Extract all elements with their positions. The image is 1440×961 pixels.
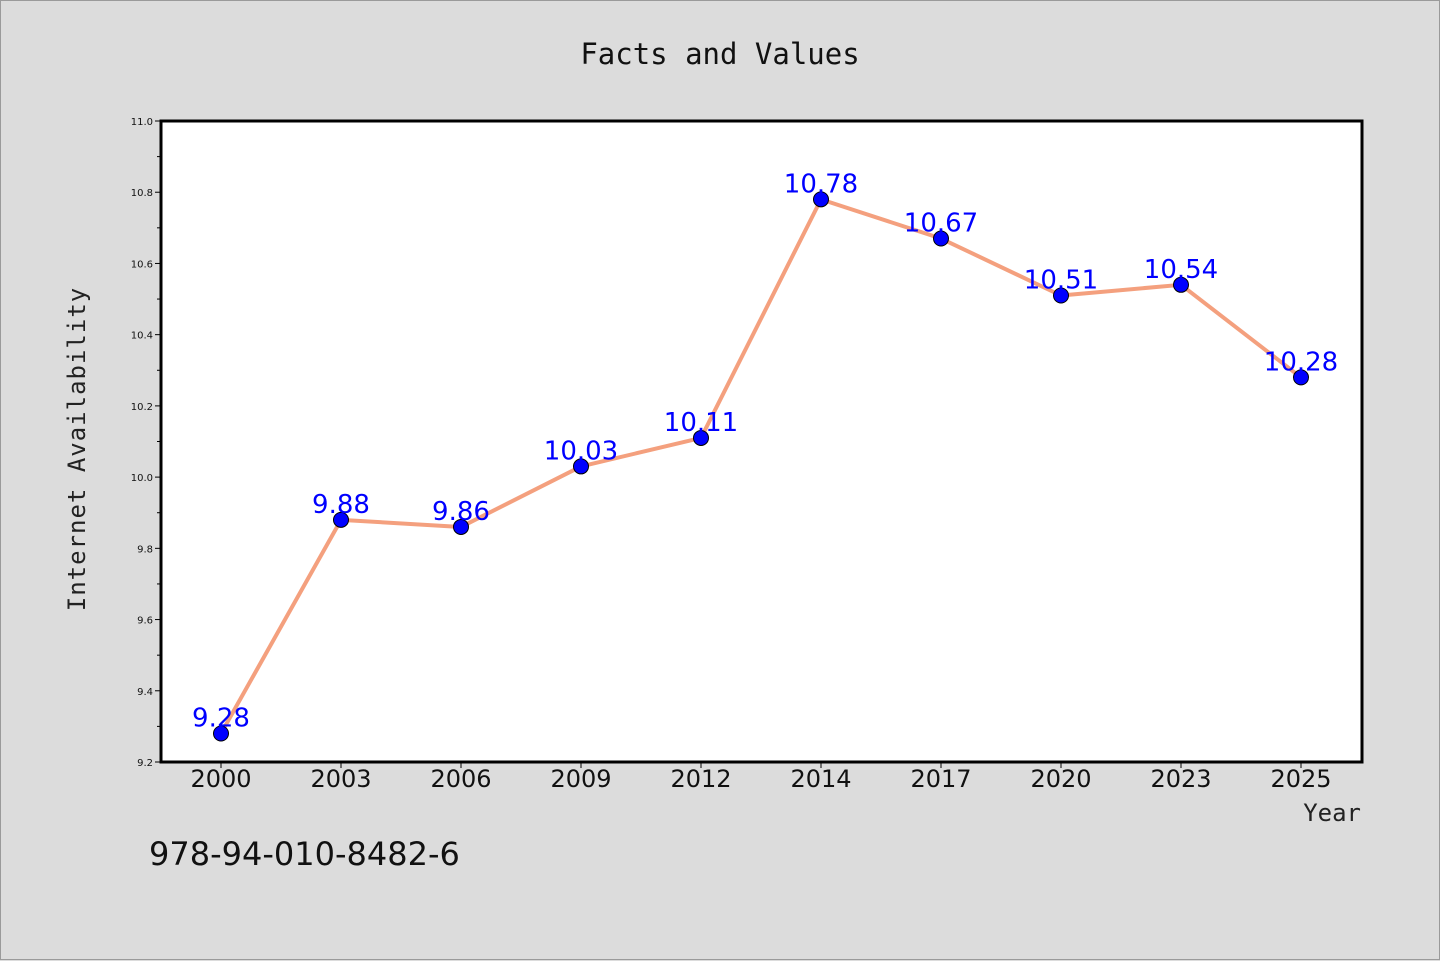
data-label: 10.28 <box>1264 347 1338 377</box>
x-tick-label: 2006 <box>430 765 491 793</box>
data-labels: 9.28 9.88 9.86 10.03 10.11 10.78 10.67 10.51 10.… <box>192 169 1338 733</box>
x-tick-label: 2009 <box>550 765 611 793</box>
data-point <box>453 518 469 535</box>
y-tick-label: 9.8 <box>137 544 153 555</box>
data-label: 10.51 <box>1024 265 1098 295</box>
series <box>213 191 1309 742</box>
data-label: 9.28 <box>192 704 250 734</box>
y-tick-label: 9.4 <box>137 687 153 698</box>
x-tick-label: 2012 <box>670 765 731 793</box>
data-point <box>333 511 349 528</box>
data-label: 10.78 <box>784 169 858 199</box>
data-label: 9.88 <box>312 490 370 520</box>
y-tick-label: 9.6 <box>137 616 153 627</box>
series-line <box>219 197 1303 735</box>
y-tick-label: 11.0 <box>131 117 153 128</box>
x-tick-label: 2017 <box>910 765 971 793</box>
y-tick-label: 10.8 <box>131 188 153 199</box>
x-tick-label: 2025 <box>1270 765 1331 793</box>
x-tick-label: 2003 <box>310 765 371 793</box>
data-point <box>573 458 589 475</box>
x-tick-label: 2014 <box>790 765 851 793</box>
data-point <box>933 230 949 247</box>
y-tick-label: 10.4 <box>131 331 153 342</box>
x-tick-label: 2020 <box>1030 765 1091 793</box>
x-tick-label: 2000 <box>190 765 251 793</box>
plot-area <box>159 119 1364 764</box>
data-point <box>813 191 829 208</box>
chart-title: Facts and Values <box>580 37 859 71</box>
data-label: 10.11 <box>664 408 738 438</box>
isbn-annotation: 978-94-010-8482-6 <box>149 835 460 873</box>
data-point <box>213 725 229 742</box>
y-axis-label: Internet Availability <box>63 287 91 611</box>
y-tick-label: 10.2 <box>131 402 153 413</box>
x-axis-label: Year <box>1303 799 1361 827</box>
x-tick-label: 2023 <box>1150 765 1211 793</box>
data-point <box>1293 369 1309 386</box>
y-axis-ticks: 9.2 9.4 9.6 9.8 10.0 10.2 10.4 10.6 10.8 11.0 <box>131 117 161 769</box>
y-tick-label: 10.6 <box>131 259 153 270</box>
data-point <box>1053 287 1069 304</box>
data-label: 10.54 <box>1144 255 1218 285</box>
data-point <box>693 429 709 446</box>
y-tick-label: 9.2 <box>137 758 153 769</box>
data-label: 9.86 <box>432 497 490 527</box>
data-point <box>1173 276 1189 293</box>
data-label: 10.03 <box>544 436 618 466</box>
y-tick-label: 10.0 <box>131 473 153 484</box>
x-axis-ticks: 2000 2003 2006 2009 2012 2014 2017 2020 2023 2025 <box>190 762 1332 793</box>
data-label: 10.67 <box>904 209 978 239</box>
